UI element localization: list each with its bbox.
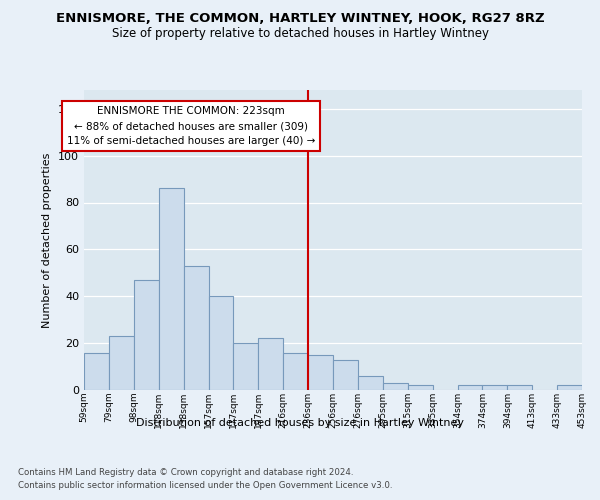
Bar (233, 343, 259, 390)
Bar (308, 355, 333, 390)
Bar (184, 266, 209, 390)
Text: ENNISMORE THE COMMON: 223sqm
← 88% of detached houses are smaller (309)
11% of s: ENNISMORE THE COMMON: 223sqm ← 88% of de… (67, 106, 315, 146)
Bar (508, 386, 532, 390)
Bar (358, 376, 383, 390)
Bar (209, 296, 233, 390)
Bar (408, 386, 433, 390)
Text: Size of property relative to detached houses in Hartley Wintney: Size of property relative to detached ho… (112, 28, 488, 40)
Bar (109, 336, 134, 390)
Bar (458, 386, 482, 390)
Bar (259, 338, 283, 390)
Bar (557, 386, 582, 390)
Bar (84, 352, 109, 390)
Bar (333, 360, 358, 390)
Text: Distribution of detached houses by size in Hartley Wintney: Distribution of detached houses by size … (136, 418, 464, 428)
Text: Contains public sector information licensed under the Open Government Licence v3: Contains public sector information licen… (18, 482, 392, 490)
Y-axis label: Number of detached properties: Number of detached properties (43, 152, 52, 328)
Bar (159, 188, 184, 390)
Bar (134, 280, 159, 390)
Text: Contains HM Land Registry data © Crown copyright and database right 2024.: Contains HM Land Registry data © Crown c… (18, 468, 353, 477)
Bar (383, 383, 408, 390)
Bar (283, 352, 308, 390)
Text: ENNISMORE, THE COMMON, HARTLEY WINTNEY, HOOK, RG27 8RZ: ENNISMORE, THE COMMON, HARTLEY WINTNEY, … (56, 12, 544, 26)
Bar (482, 386, 508, 390)
